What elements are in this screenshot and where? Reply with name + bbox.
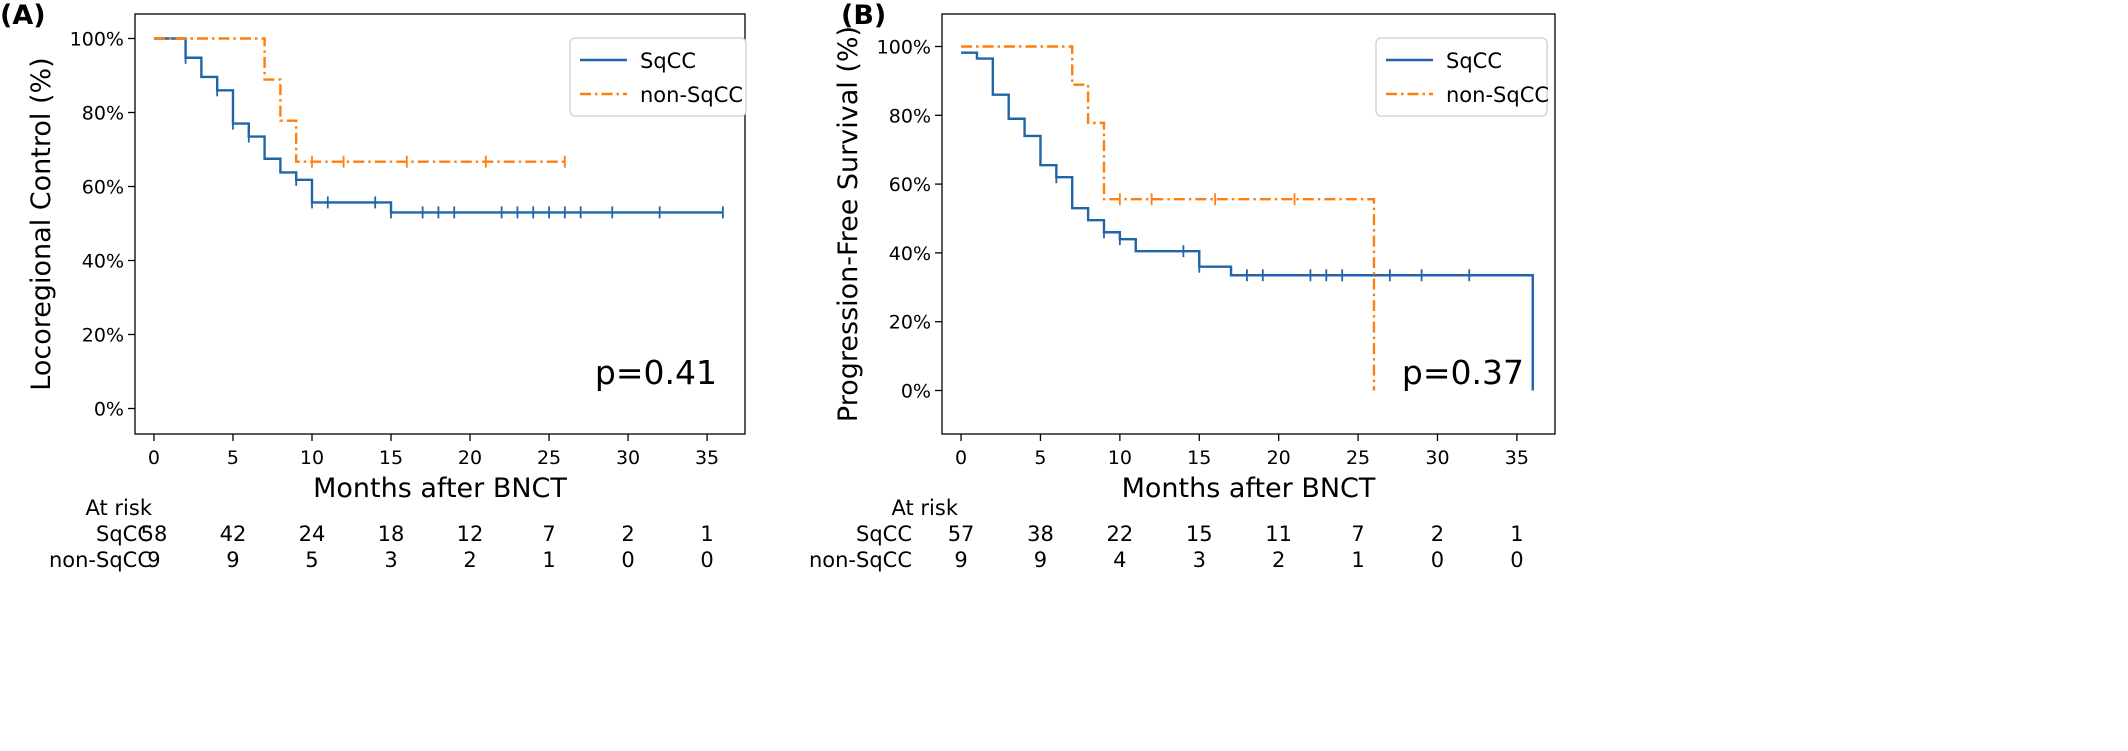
y-tick-label: 60%	[889, 174, 931, 196]
at-risk-title: At risk	[892, 496, 959, 520]
at-risk-value: 57	[948, 522, 975, 546]
y-tick-label: 60%	[82, 177, 124, 199]
x-tick-label: 5	[227, 447, 239, 469]
at-risk-value: 0	[1510, 548, 1523, 572]
x-tick-label: 30	[616, 447, 640, 469]
at-risk-value: 9	[1034, 548, 1047, 572]
legend-label: non-SqCC	[1446, 83, 1549, 107]
at-risk-value: 1	[1351, 548, 1364, 572]
at-risk-value: 2	[463, 548, 476, 572]
legend-label: SqCC	[1446, 49, 1502, 73]
x-tick-label: 35	[1505, 447, 1529, 469]
y-tick-label: 80%	[82, 103, 124, 125]
y-tick-label: 20%	[889, 312, 931, 334]
at-risk-value: 12	[457, 522, 484, 546]
p-value: p=0.41	[595, 353, 717, 392]
at-risk-value: 4	[1113, 548, 1126, 572]
at-risk-value: 3	[384, 548, 397, 572]
x-tick-label: 25	[1346, 447, 1370, 469]
x-tick-label: 35	[695, 447, 719, 469]
at-risk-value: 0	[700, 548, 713, 572]
x-tick-label: 20	[1267, 447, 1291, 469]
legend-box	[569, 37, 747, 117]
at-risk-value: 2	[1272, 548, 1285, 572]
at-risk-value: 58	[141, 522, 168, 546]
y-axis-label: Progression-Free Survival (%)	[833, 26, 864, 422]
at-risk-value: 3	[1193, 548, 1206, 572]
at-risk-title: At risk	[86, 496, 153, 520]
at-risk-value: 0	[621, 548, 634, 572]
at-risk-value: 7	[542, 522, 555, 546]
at-risk-value: 15	[1186, 522, 1213, 546]
panel-label: (A)	[0, 0, 46, 31]
at-risk-value: 11	[1265, 522, 1292, 546]
y-tick-label: 40%	[82, 251, 124, 273]
plot-frame	[941, 13, 1556, 435]
series-line-non-sqcc	[961, 45, 1376, 391]
chart-panel-b: (B)0%20%40%60%80%100%0 5 10 15 20 25 30 35Month…	[809, 0, 1556, 572]
series-line-non-sqcc	[153, 37, 565, 163]
x-axis-label: Months after BNCT	[1122, 473, 1376, 504]
at-risk-value: 22	[1106, 522, 1133, 546]
panel-label: (B)	[841, 0, 886, 31]
at-risk-value: 2	[621, 522, 634, 546]
x-tick-label: 10	[1108, 447, 1132, 469]
x-tick-label: 15	[1187, 447, 1211, 469]
y-tick-label: 80%	[889, 105, 931, 127]
at-risk-value: 5	[305, 548, 318, 572]
at-risk-value: 18	[378, 522, 405, 546]
legend-box	[1375, 37, 1548, 117]
at-risk-value: 9	[226, 548, 239, 572]
at-risk-value: 2	[1431, 522, 1444, 546]
at-risk-row-label: SqCC	[856, 522, 912, 546]
x-tick-label: 20	[458, 447, 482, 469]
chart-panel-a: (A)0%20%40%60%80%100%0 5 10 15 20 25 30 35Month…	[0, 0, 747, 572]
y-axis-label: Locoregional Control (%)	[26, 57, 57, 390]
at-risk-value: 7	[1351, 522, 1364, 546]
y-tick-label: 20%	[82, 325, 124, 347]
at-risk-row-label: non-SqCC	[49, 548, 152, 572]
at-risk-value: 38	[1027, 522, 1054, 546]
series-line-sqcc	[153, 37, 723, 214]
at-risk-value: 24	[299, 522, 326, 546]
series-line-sqcc	[961, 51, 1534, 391]
x-tick-label: 25	[537, 447, 561, 469]
x-tick-label: 10	[300, 447, 324, 469]
x-tick-label: 30	[1425, 447, 1449, 469]
y-tick-label: 0%	[901, 381, 931, 403]
x-tick-label: 5	[1034, 447, 1046, 469]
at-risk-value: 0	[1431, 548, 1444, 572]
y-tick-label: 100%	[70, 29, 124, 51]
at-risk-row-label: non-SqCC	[809, 548, 912, 572]
x-tick-label: 0	[955, 447, 967, 469]
y-tick-label: 0%	[94, 399, 124, 421]
at-risk-value: 9	[954, 548, 967, 572]
y-tick-label: 100%	[877, 37, 931, 59]
y-tick-label: 40%	[889, 243, 931, 265]
x-axis-label: Months after BNCT	[313, 473, 567, 504]
x-tick-label: 15	[379, 447, 403, 469]
plot-frame	[134, 13, 746, 435]
legend-label: SqCC	[640, 49, 696, 73]
at-risk-value: 1	[700, 522, 713, 546]
at-risk-value: 1	[542, 548, 555, 572]
at-risk-value: 1	[1510, 522, 1523, 546]
legend-label: non-SqCC	[640, 83, 743, 107]
at-risk-row-label: SqCC	[96, 522, 152, 546]
x-tick-label: 0	[148, 447, 160, 469]
at-risk-value: 9	[147, 548, 160, 572]
at-risk-value: 42	[220, 522, 247, 546]
p-value: p=0.37	[1402, 353, 1524, 392]
